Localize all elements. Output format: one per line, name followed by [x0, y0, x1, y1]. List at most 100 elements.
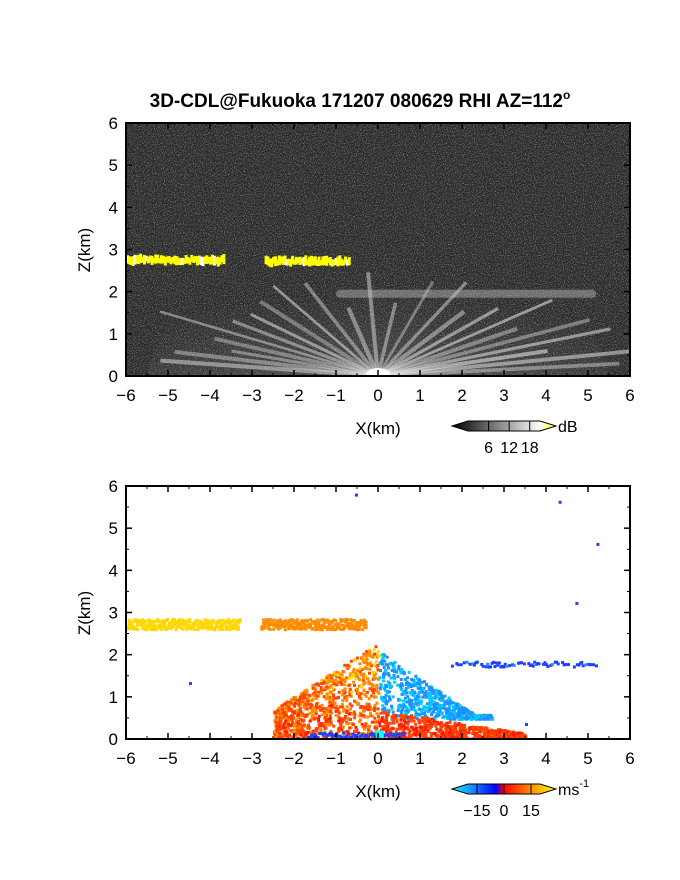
approaching-velocity-pixel — [398, 698, 402, 702]
receding-velocity-pixel — [304, 703, 308, 707]
approaching-velocity-pixel — [449, 699, 453, 703]
aerosol-velocity-pixel — [468, 662, 472, 666]
cloud-velocity-pixel — [186, 623, 190, 627]
receding-velocity-pixel — [364, 722, 368, 726]
receding-velocity-pixel — [285, 732, 289, 736]
receding-velocity-pixel — [370, 683, 374, 687]
receding-velocity-pixel — [376, 663, 380, 667]
boundary-layer-ray — [272, 284, 379, 376]
approaching-velocity-pixel — [466, 714, 470, 718]
near-ground-velocity-pixel — [318, 731, 322, 735]
receding-velocity-pixel — [366, 676, 370, 680]
receding-velocity-pixel — [368, 648, 372, 652]
cloud-velocity-pixel — [322, 618, 326, 622]
approaching-velocity-pixel — [410, 707, 414, 711]
receding-velocity-pixel — [339, 705, 343, 709]
cloud-velocity-pixel — [129, 621, 133, 625]
receding-velocity-pixel — [325, 685, 329, 689]
approaching-velocity-pixel — [397, 704, 401, 708]
approaching-velocity-pixel — [383, 659, 387, 663]
cloud-velocity-pixel — [300, 626, 304, 630]
receding-velocity-pixel — [275, 725, 279, 729]
receding-velocity-pixel — [334, 713, 338, 717]
approaching-velocity-pixel — [380, 697, 384, 701]
cloud-velocity-pixel — [126, 625, 129, 629]
cloud-velocity-pixel — [206, 627, 210, 631]
cloud-velocity-pixel — [225, 627, 229, 631]
receding-velocity-pixel — [366, 729, 370, 733]
cloud-velocity-pixel — [176, 620, 180, 624]
near-ground-velocity-pixel — [309, 733, 313, 737]
receding-velocity-pixel — [354, 671, 358, 675]
receding-velocity-pixel — [372, 708, 376, 712]
cloud-velocity-pixel — [226, 626, 230, 630]
receding-velocity-pixel — [346, 666, 350, 670]
approaching-velocity-pixel — [416, 712, 420, 716]
receding-velocity-pixel — [373, 706, 377, 710]
receding-velocity-pixel — [370, 720, 374, 724]
low-receding-velocity-pixel — [511, 731, 515, 735]
cloud-velocity-pixel — [236, 625, 240, 629]
cloud-velocity-pixel — [147, 618, 151, 622]
low-receding-velocity-pixel — [478, 734, 482, 738]
approaching-velocity-pixel — [422, 705, 426, 709]
approaching-velocity-pixel — [438, 708, 442, 712]
receding-velocity-pixel — [335, 696, 339, 700]
receding-velocity-pixel — [349, 659, 353, 663]
cloud-velocity-pixel — [315, 625, 319, 629]
cloud-echo-pixel — [270, 258, 274, 268]
cloud-velocity-pixel — [277, 627, 281, 631]
low-receding-velocity-pixel — [427, 720, 431, 724]
low-receding-velocity-pixel — [418, 720, 422, 724]
cloud-velocity-pixel — [278, 618, 282, 622]
cloud-velocity-pixel — [267, 619, 271, 623]
low-receding-velocity-pixel — [397, 723, 401, 727]
velocity-x-tick-label: 2 — [457, 749, 466, 768]
receding-velocity-pixel — [327, 695, 331, 699]
receding-velocity-pixel — [329, 676, 333, 680]
cloud-echo-pixel — [300, 258, 304, 264]
cloud-velocity-pixel — [262, 624, 266, 628]
receding-velocity-pixel — [289, 724, 293, 728]
cloud-velocity-pixel — [142, 627, 146, 631]
cloud-velocity-pixel — [166, 617, 170, 621]
receding-velocity-pixel — [347, 721, 351, 725]
low-receding-velocity-pixel — [409, 719, 413, 723]
cloud-echo-pixel — [127, 256, 131, 265]
cloud-velocity-pixel — [152, 628, 156, 632]
receding-velocity-pixel — [357, 684, 361, 688]
near-ground-velocity-pixel — [343, 735, 347, 739]
receding-velocity-pixel — [344, 714, 348, 718]
receding-velocity-pixel — [326, 695, 330, 699]
approaching-velocity-pixel — [388, 696, 392, 700]
approaching-velocity-pixel — [378, 662, 382, 666]
receding-velocity-pixel — [282, 722, 286, 726]
origin-velocity-spot — [375, 730, 384, 739]
chart-title-text: 3D-CDL@Fukuoka 171207 080629 RHI AZ=112 — [150, 91, 563, 112]
receding-velocity-pixel — [336, 708, 340, 712]
receding-velocity-pixel — [274, 713, 278, 717]
receding-velocity-pixel — [284, 706, 288, 710]
receding-velocity-pixel — [338, 721, 342, 725]
cloud-velocity-pixel — [142, 619, 146, 623]
cloud-velocity-pixel — [199, 621, 203, 625]
aerosol-velocity-pixel — [533, 660, 537, 664]
low-receding-velocity-pixel — [436, 734, 440, 738]
cloud-echo-pixel — [192, 256, 196, 263]
low-receding-velocity-pixel — [399, 713, 403, 717]
receding-velocity-pixel — [338, 676, 342, 680]
cloud-velocity-pixel — [267, 624, 271, 628]
receding-velocity-pixel — [359, 706, 363, 710]
approaching-velocity-pixel — [402, 670, 406, 674]
cloud-velocity-pixel — [292, 627, 296, 631]
approaching-velocity-pixel — [484, 717, 488, 721]
low-receding-velocity-pixel — [439, 726, 443, 730]
approaching-velocity-pixel — [446, 717, 450, 721]
receding-velocity-pixel — [337, 715, 341, 719]
cloud-velocity-pixel — [159, 623, 163, 627]
receding-velocity-pixel — [273, 730, 277, 734]
receding-velocity-pixel — [314, 687, 318, 691]
cloud-velocity-pixel — [218, 626, 222, 630]
cloud-velocity-pixel — [356, 626, 360, 630]
approaching-velocity-pixel — [433, 703, 437, 707]
